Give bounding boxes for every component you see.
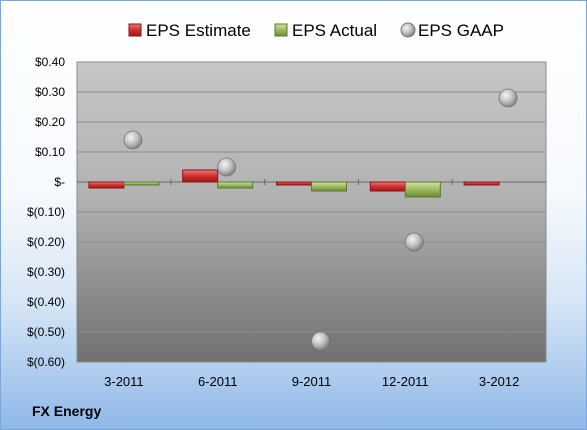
y-tick-label: $(0.50) [27,325,65,339]
y-tick-label: $- [54,175,65,189]
legend-label: EPS Estimate [146,21,251,40]
y-tick-label: $(0.10) [27,205,65,219]
bar-eps-estimate [276,181,312,186]
x-tick-label: 9-2011 [292,374,332,389]
gridlines [77,61,546,363]
x-tick-label: 3-2012 [479,374,519,389]
bar-eps-estimate [182,169,219,183]
legend-swatch-eps-estimate [128,23,142,37]
y-axis: $0.40 $0.30 $0.20 $0.10 $- $(0.10) $(0.20) $(0.… [27,55,65,369]
point-eps-gaap [498,88,518,108]
legend-swatch-eps-actual [274,23,288,37]
legend-swatch-eps-gaap [400,22,416,38]
point-eps-gaap [123,130,143,150]
x-tick-label: 3-2011 [104,374,144,389]
x-tick-label: 12-2011 [382,374,429,389]
y-tick-label: $(0.60) [27,355,65,369]
bar-eps-estimate [463,181,500,186]
bar-eps-estimate [88,181,125,189]
series-marks [88,88,518,351]
bar-eps-actual [311,181,347,192]
legend-label: EPS GAAP [418,21,504,40]
y-tick-label: $(0.30) [27,265,65,279]
bar-eps-estimate [369,181,406,192]
y-tick-label: $0.10 [35,145,65,159]
y-tick-label: $0.30 [35,85,65,99]
bar-eps-actual [404,181,441,198]
point-eps-gaap [404,232,424,252]
point-eps-gaap [217,157,237,177]
legend: EPS Estimate EPS Actual EPS GAAP [128,21,504,40]
x-tick-label: 6-2011 [198,374,238,389]
y-tick-label: $0.40 [35,55,65,69]
bar-eps-actual [217,181,254,189]
bar-eps-actual [123,181,160,186]
y-tick-label: $(0.20) [27,235,65,249]
y-tick-label: $(0.40) [27,295,65,309]
x-axis: 3-2011 6-2011 9-2011 12-2011 3-2012 [104,374,519,389]
point-eps-gaap [311,331,330,351]
legend-label: EPS Actual [292,21,377,40]
company-name: FX Energy [32,403,102,419]
y-tick-label: $0.20 [35,115,65,129]
